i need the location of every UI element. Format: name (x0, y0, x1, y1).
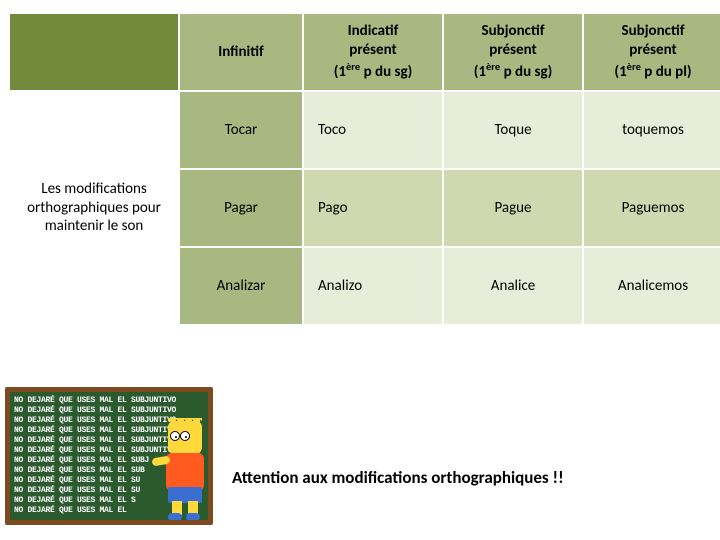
hdr-subjpl-top: Subjonctif (622, 22, 685, 40)
cell-ind: Toco (303, 91, 443, 169)
cell-subjpl: Analicemos (583, 247, 720, 325)
header-infinitif-text: Infinitif (218, 43, 264, 61)
hdr-ind-mid: présent (349, 41, 396, 59)
chalkboard-image: NO DEJARÉ QUE USES MAL EL SUBJUNTIVO NO … (5, 387, 213, 525)
cell-subjpl: toquemos (583, 91, 720, 169)
cell-inf: Pagar (179, 169, 303, 247)
side-label: Les modifications orthographiques pour m… (9, 91, 179, 325)
conjugation-table: Infinitif Indicatif présent (1ère p du s… (8, 12, 720, 326)
hdr-subjsg-mid: présent (489, 41, 536, 59)
hdr-subjsg-bot: (1ère p du sg) (474, 63, 553, 81)
cell-subjpl: Paguemos (583, 169, 720, 247)
hdr-subjpl-bot: (1ère p du pl) (614, 63, 691, 81)
hdr-subjpl-mid: présent (629, 41, 676, 59)
header-subj-pl: Subjonctif présent (1ère p du pl) (583, 13, 720, 91)
cell-inf: Analizar (179, 247, 303, 325)
hdr-ind-bot: (1ère p du sg) (334, 63, 413, 81)
header-indicatif: Indicatif présent (1ère p du sg) (303, 13, 443, 91)
cell-subjsg: Analice (443, 247, 583, 325)
hdr-ind-top: Indicatif (348, 22, 399, 40)
cell-subjsg: Toque (443, 91, 583, 169)
header-corner (9, 13, 179, 91)
header-subj-sg: Subjonctif présent (1ère p du sg) (443, 13, 583, 91)
cell-inf: Tocar (179, 91, 303, 169)
bart-figure (160, 421, 212, 523)
cell-ind: Analizo (303, 247, 443, 325)
cell-ind: Pago (303, 169, 443, 247)
hdr-subjsg-top: Subjonctif (482, 22, 545, 40)
table-row: Les modifications orthographiques pour m… (9, 91, 720, 169)
cell-subjsg: Pague (443, 169, 583, 247)
header-infinitif: Infinitif (179, 13, 303, 91)
caption-text: Attention aux modifications orthographiq… (232, 467, 564, 488)
